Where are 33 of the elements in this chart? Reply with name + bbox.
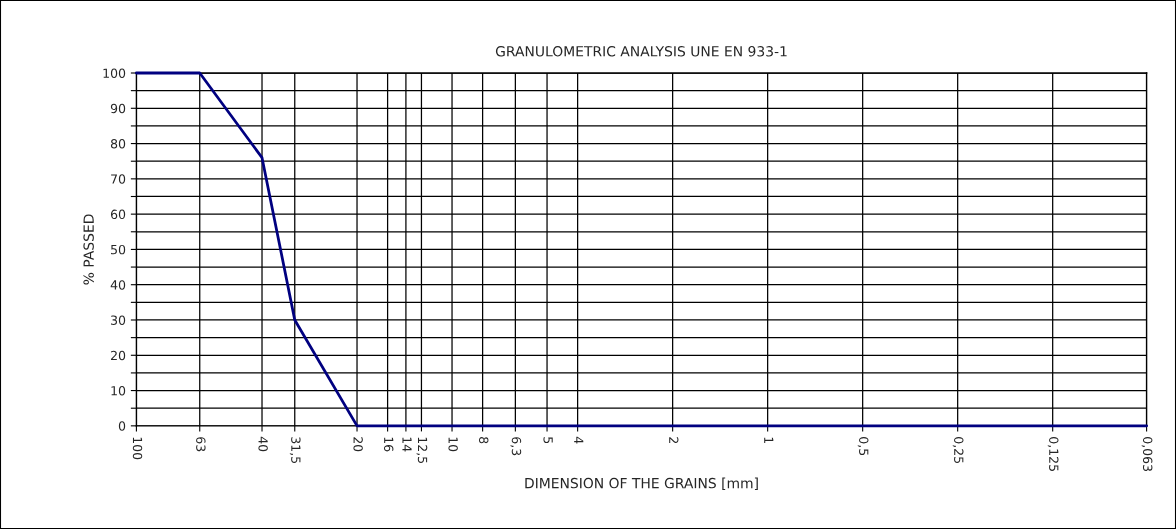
y-tick-label: 90 (110, 103, 126, 114)
x-tick-label: 16 (383, 437, 394, 452)
chart-title: GRANULOMETRIC ANALYSIS UNE EN 933-1 (495, 46, 787, 57)
x-tick-label: 20 (353, 437, 363, 452)
y-tick-label: 30 (111, 315, 126, 325)
x-tick-label: 4 (574, 436, 584, 444)
x-tick-label: 100 (132, 437, 143, 460)
x-tick-label: 0,25 (952, 437, 964, 463)
y-tick-label: 60 (110, 209, 126, 220)
y-tick-label: 10 (111, 386, 126, 396)
x-tick-label: 0,5 (857, 437, 869, 456)
x-tick-label: 0,063 (1141, 437, 1153, 472)
y-tick-label: 50 (111, 244, 126, 255)
x-tick-label: 0,125 (1047, 437, 1059, 471)
x-tick-label: 31,5 (289, 437, 301, 463)
x-axis-title: DIMENSION OF THE GRAINS [mm] (525, 477, 758, 490)
x-tick-label: 1 (764, 437, 774, 444)
y-tick-label: 40 (110, 280, 126, 290)
x-tick-label: 10 (448, 437, 458, 452)
x-tick-label: 5 (543, 437, 553, 444)
x-tick-label: 63 (196, 437, 206, 452)
y-tick-label: 0 (118, 421, 126, 431)
y-tick-label: 80 (110, 139, 126, 149)
x-tick-label: 14 (402, 437, 412, 452)
y-axis-title: % PASSED (83, 214, 94, 285)
y-tick-label: 20 (111, 350, 126, 361)
x-tick-label: 40 (258, 436, 268, 452)
y-tick-label: 70 (111, 174, 126, 184)
x-tick-label: 6,3 (510, 437, 522, 456)
x-tick-label: 2 (669, 437, 679, 443)
x-tick-label: 12,5 (416, 437, 428, 463)
x-tick-label: 8 (478, 437, 489, 444)
y-tick-label: 100 (103, 68, 126, 78)
